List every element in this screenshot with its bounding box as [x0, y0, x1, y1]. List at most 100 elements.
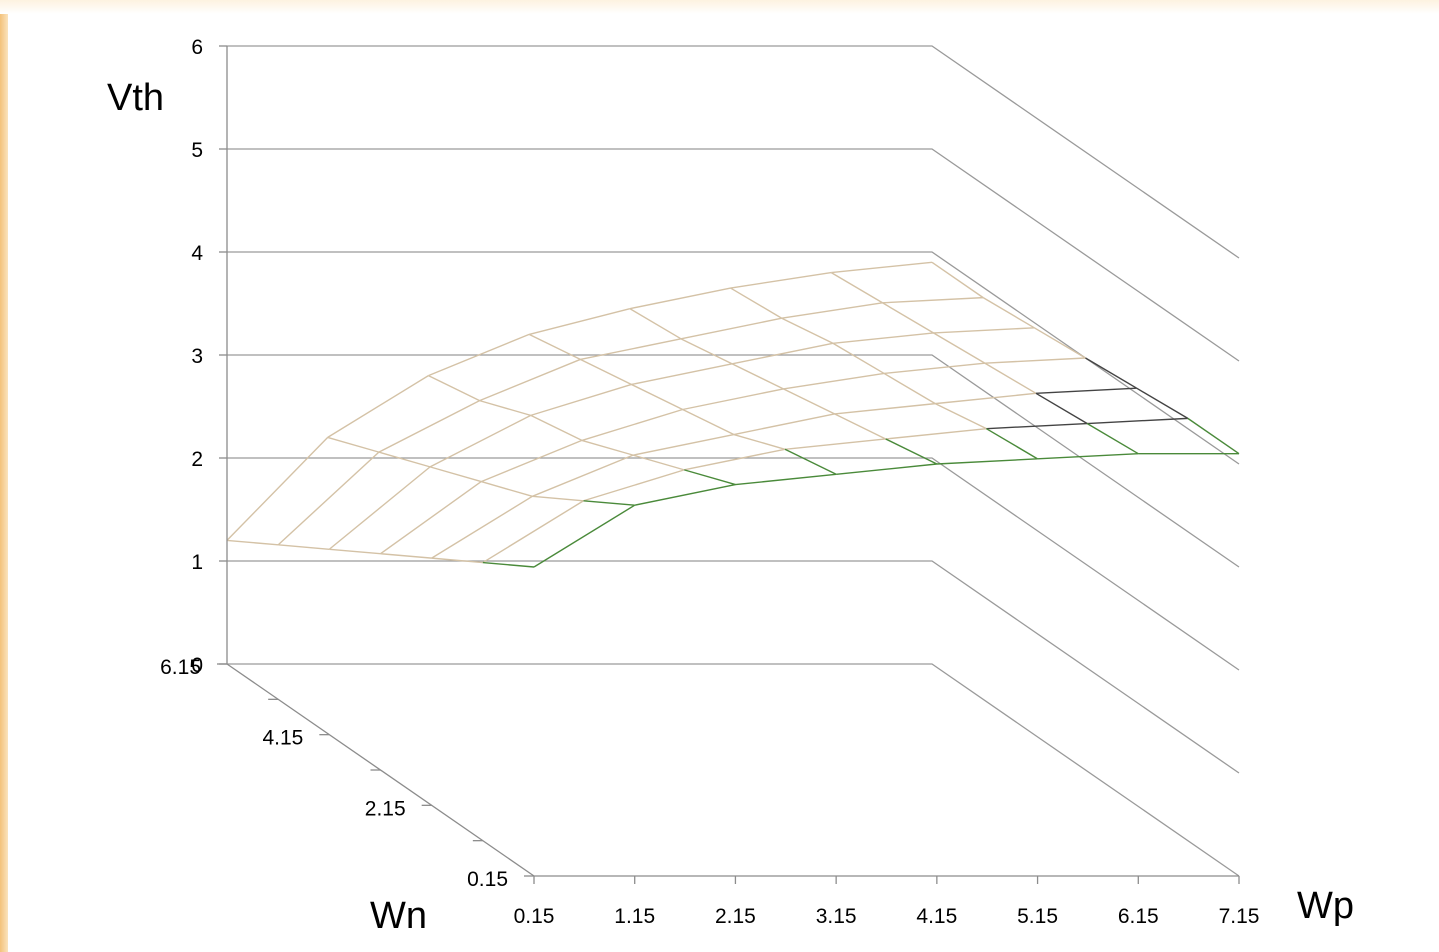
surface-line — [735, 473, 837, 486]
surface-line — [1136, 387, 1189, 419]
surface-line — [733, 433, 786, 450]
surface-line — [631, 363, 733, 386]
surface-line — [428, 333, 530, 377]
surface-line — [632, 454, 685, 471]
surface-line — [882, 296, 984, 304]
y-tick-label: 0.15 — [467, 868, 508, 891]
surface-line — [1187, 417, 1240, 455]
surface-line — [984, 362, 1037, 394]
surface-line — [277, 451, 380, 546]
left-accent-strip — [0, 0, 8, 952]
surface-line — [528, 333, 581, 361]
surface-line — [684, 448, 786, 471]
surface-line — [936, 458, 1038, 465]
surface-line — [731, 363, 784, 390]
z-gridline — [227, 251, 1240, 465]
surface-line — [532, 495, 584, 502]
surface-line — [935, 392, 1037, 405]
surface-line — [429, 466, 482, 483]
x-axis-title: Wp — [1297, 885, 1354, 927]
surface-line — [530, 383, 632, 417]
surface-line — [378, 400, 480, 453]
z-gridline — [227, 148, 1240, 362]
surface-line — [532, 454, 634, 497]
surface-line — [682, 388, 784, 411]
surface-line — [634, 483, 736, 506]
surface-line — [984, 357, 1086, 364]
surface-line — [581, 408, 683, 442]
x-tick-label: 5.15 — [1017, 905, 1058, 928]
x-tick-label: 4.15 — [916, 905, 957, 928]
surface-mesh — [226, 261, 1240, 568]
z-gridline — [227, 560, 1240, 774]
surface-line — [732, 342, 834, 365]
surface-line — [733, 413, 835, 436]
z-tick-label: 4 — [191, 242, 203, 265]
surface-line — [882, 302, 934, 334]
surface-line — [1085, 357, 1138, 389]
surface-line — [431, 557, 483, 564]
surface-line — [226, 436, 329, 541]
surface-line — [831, 261, 933, 274]
surface-line — [986, 428, 1038, 460]
x-tick-label: 3.15 — [816, 905, 857, 928]
surface-line — [832, 342, 885, 375]
y-tick-label: 6.15 — [160, 656, 201, 679]
surface-line — [481, 480, 533, 498]
x-tick-label: 2.15 — [715, 905, 756, 928]
z-axis-title: Vth — [107, 77, 164, 119]
surface-line — [885, 427, 987, 440]
surface-line — [629, 308, 682, 340]
surface-line — [830, 271, 883, 304]
top-accent-strip — [0, 0, 1439, 14]
x-tick-label: 1.15 — [614, 905, 655, 928]
surface-line — [680, 338, 733, 365]
surface-line — [783, 372, 885, 390]
surface-line — [480, 439, 583, 483]
surface-line — [986, 422, 1088, 430]
surface-line — [730, 271, 832, 289]
surface-line — [329, 548, 381, 555]
surface-line — [982, 297, 1035, 329]
surface-line — [278, 544, 330, 550]
z-tick-label: 0 — [191, 654, 203, 677]
surface-line — [530, 414, 583, 442]
z-gridline — [227, 354, 1240, 568]
surface-line — [682, 408, 735, 436]
z-tick-label: 3 — [191, 345, 203, 368]
z-tick-label: 1 — [191, 551, 203, 574]
surface-line — [328, 466, 431, 550]
surface-line — [1087, 417, 1188, 425]
z-tick-label: 6 — [191, 36, 203, 59]
surface-line — [380, 481, 482, 555]
surface-line — [482, 561, 535, 568]
surface-line — [378, 451, 431, 468]
surface-line — [730, 287, 783, 319]
surface-line — [933, 327, 1035, 334]
surface-line — [933, 332, 986, 364]
surface-line — [684, 469, 736, 486]
surface-line — [327, 436, 380, 453]
surface-line — [580, 338, 682, 361]
z-tick-label: 5 — [191, 139, 203, 162]
x-tick-label: 0.15 — [514, 905, 555, 928]
surface-line — [784, 448, 837, 475]
surface-line — [832, 332, 934, 344]
surface-line — [632, 433, 734, 456]
surface-line — [834, 413, 886, 440]
surface-line — [226, 539, 279, 546]
surface-line — [431, 495, 533, 559]
surface-line — [934, 403, 987, 430]
surface-line — [836, 463, 937, 475]
surface-line — [885, 438, 938, 465]
surface-line — [479, 358, 581, 402]
surface-line — [629, 287, 731, 310]
surface-line — [784, 438, 886, 450]
surface-line — [479, 399, 531, 417]
z-tick-label: 2 — [191, 448, 203, 471]
surface-line — [631, 383, 683, 411]
surface-line — [1086, 422, 1139, 455]
surface-line — [327, 375, 429, 438]
surface-line — [528, 307, 631, 336]
x-tick-label: 7.15 — [1219, 905, 1260, 928]
